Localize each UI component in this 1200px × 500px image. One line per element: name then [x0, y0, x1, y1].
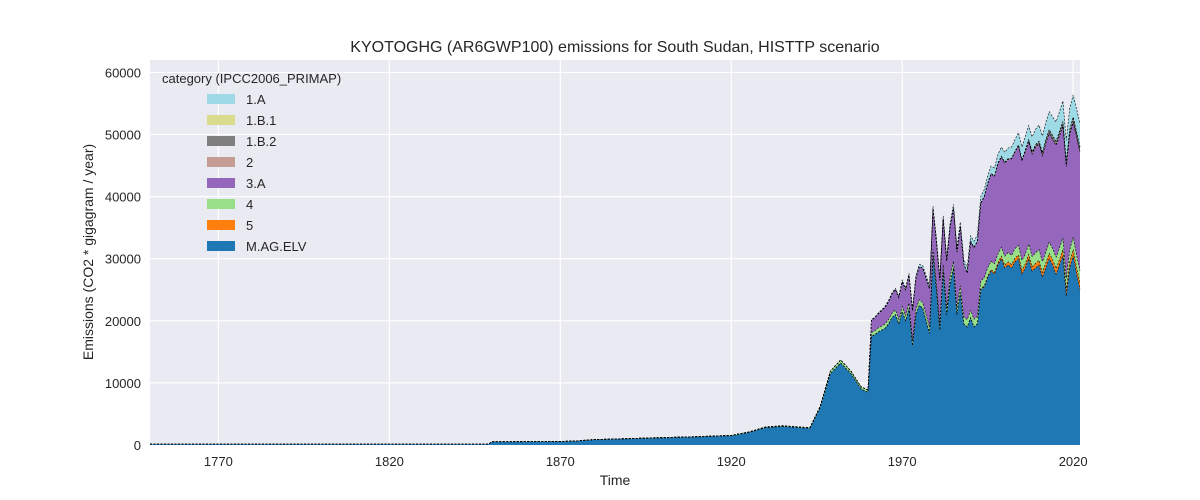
- outline-5: [150, 249, 1081, 445]
- legend-label-1-a: 1.A: [246, 92, 266, 107]
- legend-label-m-ag-elv: M.AG.ELV: [246, 239, 307, 254]
- x-tick-label: 1770: [204, 454, 233, 469]
- stacked-areas: [150, 94, 1080, 445]
- legend-swatch-2: [207, 157, 235, 167]
- legend-label-1-b-1: 1.B.1: [246, 113, 276, 128]
- x-tick-label: 2020: [1059, 454, 1088, 469]
- x-tick-label: 1920: [717, 454, 746, 469]
- y-axis-label: Emissions (CO2 * gigagram / year): [80, 144, 96, 360]
- x-axis-label: Time: [600, 472, 631, 488]
- y-tick-label: 20000: [105, 314, 141, 329]
- legend-swatch-m-ag-elv: [207, 241, 235, 251]
- legend-swatch-1-b-1: [207, 115, 235, 125]
- legend-label-2: 2: [246, 155, 253, 170]
- y-tick-label: 60000: [105, 65, 141, 80]
- x-axis-ticks: 1770 1820 1870 1920 1970 2020: [204, 454, 1088, 469]
- legend: category (IPCC2006_PRIMAP) 1.A 1.B.1 1.B.2…: [162, 71, 341, 254]
- legend-entries: 1.A 1.B.1 1.B.2 2 3.A 4 5 M.AG.ELV: [207, 92, 307, 254]
- legend-swatch-3-a: [207, 178, 235, 188]
- x-tick-label: 1970: [888, 454, 917, 469]
- y-tick-label: 50000: [105, 128, 141, 143]
- y-tick-label: 40000: [105, 190, 141, 205]
- y-tick-label: 30000: [105, 252, 141, 267]
- y-tick-label: 0: [134, 438, 141, 453]
- x-tick-label: 1820: [375, 454, 404, 469]
- legend-label-3-a: 3.A: [246, 176, 266, 191]
- legend-swatch-4: [207, 199, 235, 209]
- outline-1-a: [150, 94, 1081, 445]
- chart-title: KYOTOGHG (AR6GWP100) emissions for South…: [350, 39, 879, 56]
- area-m-ag-elv: [150, 255, 1080, 445]
- legend-swatch-1-b-2: [207, 136, 235, 146]
- y-tick-label: 10000: [105, 376, 141, 391]
- legend-label-1-b-2: 1.B.2: [246, 134, 276, 149]
- x-tick-label: 1870: [546, 454, 575, 469]
- y-axis-ticks: 0 10000 20000 30000 40000 50000 60000: [105, 65, 141, 453]
- legend-title: category (IPCC2006_PRIMAP): [162, 71, 341, 86]
- legend-swatch-1-a: [207, 94, 235, 104]
- legend-swatch-5: [207, 220, 235, 230]
- legend-label-5: 5: [246, 218, 253, 233]
- series-outlines: [150, 94, 1081, 445]
- legend-label-4: 4: [246, 197, 253, 212]
